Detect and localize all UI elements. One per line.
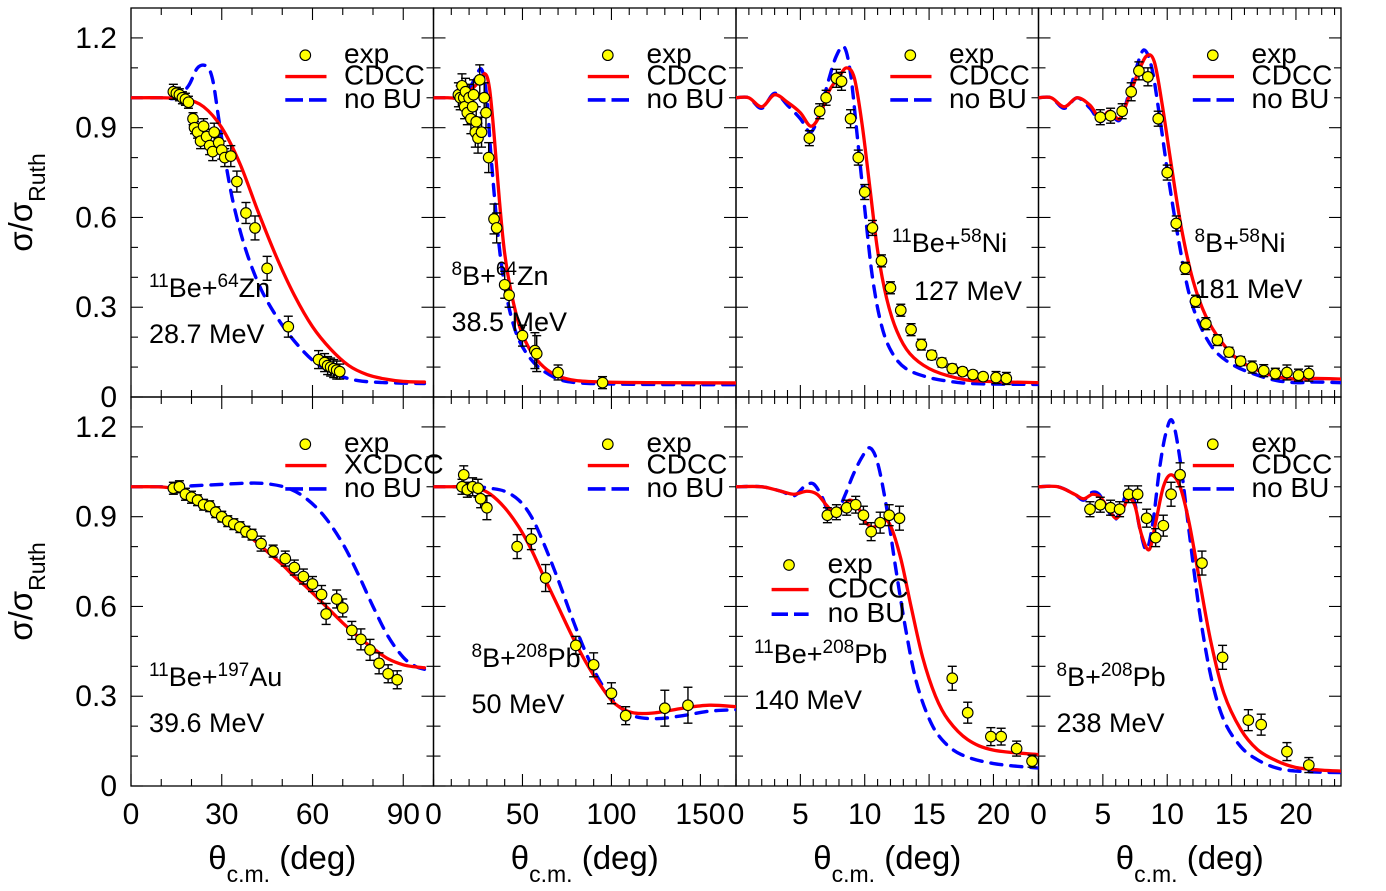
svg-text:0: 0	[123, 798, 140, 831]
svg-text:181 MeV: 181 MeV	[1195, 274, 1303, 304]
svg-text:0.6: 0.6	[75, 201, 117, 234]
svg-text:238 MeV: 238 MeV	[1057, 708, 1165, 738]
svg-text:90: 90	[387, 798, 420, 831]
svg-text:150: 150	[675, 798, 725, 831]
svg-text:0: 0	[728, 798, 745, 831]
svg-text:15: 15	[912, 798, 945, 831]
svg-text:5: 5	[792, 798, 809, 831]
svg-text:11Be+208Pb: 11Be+208Pb	[754, 637, 887, 670]
svg-text:11Be+197Au: 11Be+197Au	[149, 660, 282, 693]
svg-text:38.5 MeV: 38.5 MeV	[452, 307, 568, 337]
svg-text:10: 10	[1151, 798, 1184, 831]
svg-text:50 MeV: 50 MeV	[472, 689, 565, 719]
svg-text:0.6: 0.6	[75, 590, 117, 623]
svg-text:5: 5	[1095, 798, 1112, 831]
svg-text:28.7 MeV: 28.7 MeV	[149, 319, 265, 349]
svg-text:60: 60	[296, 798, 329, 831]
svg-text:0: 0	[100, 770, 117, 803]
svg-text:0.3: 0.3	[75, 680, 117, 713]
svg-text:no BU: no BU	[344, 472, 422, 503]
svg-text:20: 20	[1279, 798, 1312, 831]
svg-text:140 MeV: 140 MeV	[754, 685, 862, 715]
svg-text:0: 0	[100, 381, 117, 414]
svg-text:10: 10	[848, 798, 881, 831]
svg-text:no BU: no BU	[828, 597, 906, 628]
svg-text:0: 0	[425, 798, 442, 831]
svg-text:100: 100	[586, 798, 636, 831]
svg-text:1.2: 1.2	[75, 22, 117, 55]
svg-text:30: 30	[205, 798, 238, 831]
svg-text:0: 0	[1030, 798, 1047, 831]
svg-text:0.3: 0.3	[75, 291, 117, 324]
svg-text:no BU: no BU	[647, 472, 725, 503]
svg-text:no BU: no BU	[1252, 83, 1330, 114]
svg-text:no BU: no BU	[949, 83, 1027, 114]
svg-text:no BU: no BU	[344, 83, 422, 114]
svg-text:no BU: no BU	[647, 83, 725, 114]
svg-text:39.6 MeV: 39.6 MeV	[149, 708, 265, 738]
svg-text:127 MeV: 127 MeV	[914, 276, 1022, 306]
svg-text:0.9: 0.9	[75, 112, 117, 145]
svg-text:no BU: no BU	[1252, 472, 1330, 503]
svg-text:20: 20	[977, 798, 1010, 831]
svg-text:0.9: 0.9	[75, 501, 117, 534]
svg-text:1.2: 1.2	[75, 411, 117, 444]
svg-text:50: 50	[506, 798, 539, 831]
svg-text:15: 15	[1215, 798, 1248, 831]
